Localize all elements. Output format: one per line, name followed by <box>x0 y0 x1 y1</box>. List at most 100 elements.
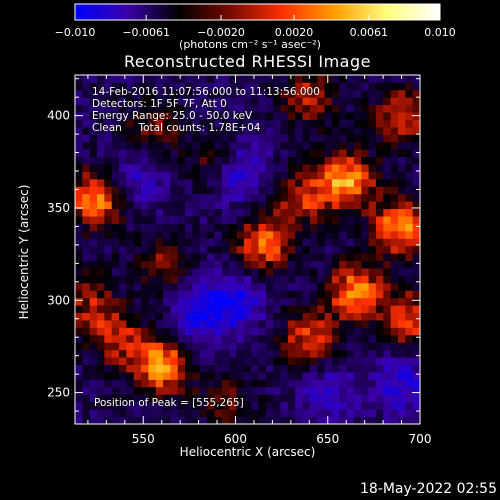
heatmap-cell <box>133 290 142 299</box>
heatmap-cell <box>214 334 223 343</box>
heatmap-cell <box>236 268 245 276</box>
heatmap-cell <box>346 357 355 365</box>
heatmap-cell <box>405 89 414 98</box>
heatmap-cell <box>295 409 303 417</box>
heatmap-cell <box>75 156 83 165</box>
heatmap-cell <box>119 171 127 180</box>
heatmap-cell <box>251 342 259 351</box>
heatmap-cell <box>280 186 289 195</box>
heatmap-cell <box>82 97 91 106</box>
heatmap-cell <box>82 82 91 91</box>
heatmap-cell <box>397 379 406 388</box>
heatmap-cell <box>104 349 113 358</box>
heatmap-cell <box>258 97 267 106</box>
heatmap-cell <box>104 386 113 395</box>
heatmap-cell <box>251 260 259 269</box>
heatmap-cell <box>280 416 289 425</box>
heatmap-cell <box>185 372 193 380</box>
heatmap-cell <box>273 416 281 425</box>
heatmap-cell <box>346 290 355 299</box>
heatmap-cell <box>111 97 120 106</box>
heatmap-cell <box>317 342 325 351</box>
heatmap-cell <box>346 216 355 224</box>
heatmap-cell <box>155 297 164 306</box>
heatmap-cell <box>221 297 230 306</box>
heatmap-cell <box>229 201 237 210</box>
heatmap-cell <box>133 141 142 150</box>
heatmap-cell <box>111 201 120 210</box>
heatmap-cell <box>141 238 149 247</box>
heatmap-cell <box>346 208 355 217</box>
heatmap-cell <box>185 260 193 269</box>
heatmap-cell <box>192 230 201 239</box>
heatmap-cell <box>221 97 230 106</box>
heatmap-cell <box>126 268 135 276</box>
heatmap-cell <box>368 104 377 113</box>
heatmap-cell <box>185 305 193 314</box>
heatmap-cell <box>82 320 91 328</box>
heatmap-cell <box>273 156 281 165</box>
heatmap-cell <box>405 238 414 247</box>
heatmap-cell <box>97 201 105 210</box>
heatmap-cell <box>383 349 392 358</box>
heatmap-cell <box>214 342 223 351</box>
heatmap-cell <box>273 201 281 210</box>
heatmap-cell <box>361 379 370 388</box>
heatmap-cell <box>192 379 201 388</box>
heatmap-cell <box>251 82 259 91</box>
heatmap-cell <box>375 245 384 254</box>
heatmap-cell <box>368 357 377 365</box>
heatmap-cell <box>104 164 113 172</box>
heatmap-cell <box>229 216 237 224</box>
heatmap-cell <box>324 230 333 239</box>
heatmap-cell <box>324 401 333 410</box>
heatmap-cell <box>397 268 406 276</box>
heatmap-cell <box>273 186 281 195</box>
heatmap-cell <box>177 364 186 373</box>
heatmap-cell <box>331 75 340 83</box>
heatmap-cell <box>75 193 83 202</box>
heatmap-cell <box>207 275 215 284</box>
heatmap-cell <box>346 327 355 336</box>
heatmap-cell <box>295 149 303 158</box>
heatmap-cell <box>192 201 201 210</box>
heatmap-cell <box>155 260 164 269</box>
heatmap-cell <box>368 320 377 328</box>
heatmap-cell <box>397 193 406 202</box>
heatmap-cell <box>302 275 311 284</box>
heatmap-cell <box>89 282 98 291</box>
heatmap-cell <box>280 75 289 83</box>
heatmap-cell <box>375 89 384 98</box>
heatmap-cell <box>331 372 340 380</box>
heatmap-cell <box>177 245 186 254</box>
heatmap-cell <box>214 364 223 373</box>
heatmap-cell <box>390 164 399 172</box>
heatmap-cell <box>383 394 392 403</box>
heatmap-cell <box>243 245 252 254</box>
heatmap-cell <box>236 290 245 299</box>
heatmap-cell <box>273 305 281 314</box>
heatmap-cell <box>170 268 179 276</box>
heatmap-cell <box>199 245 208 254</box>
heatmap-cell <box>177 208 186 217</box>
heatmap-cell <box>185 238 193 247</box>
heatmap-cell <box>82 178 91 187</box>
heatmap-cell <box>82 164 91 172</box>
heatmap-cell <box>383 364 392 373</box>
heatmap-cell <box>75 245 83 254</box>
heatmap-cell <box>353 379 362 388</box>
heatmap-cell <box>383 126 392 135</box>
heatmap-cell <box>353 178 362 187</box>
heatmap-cell <box>287 386 296 395</box>
heatmap-cell <box>280 201 289 210</box>
heatmap-cell <box>309 386 318 395</box>
heatmap-cell <box>97 260 105 269</box>
heatmap-cell <box>192 334 201 343</box>
heatmap-cell <box>251 245 259 254</box>
heatmap-cell <box>177 126 186 135</box>
heatmap-cell <box>214 149 223 158</box>
heatmap-cell <box>353 208 362 217</box>
heatmap-cell <box>353 253 362 262</box>
heatmap-cell <box>383 253 392 262</box>
heatmap-cell <box>405 97 414 106</box>
